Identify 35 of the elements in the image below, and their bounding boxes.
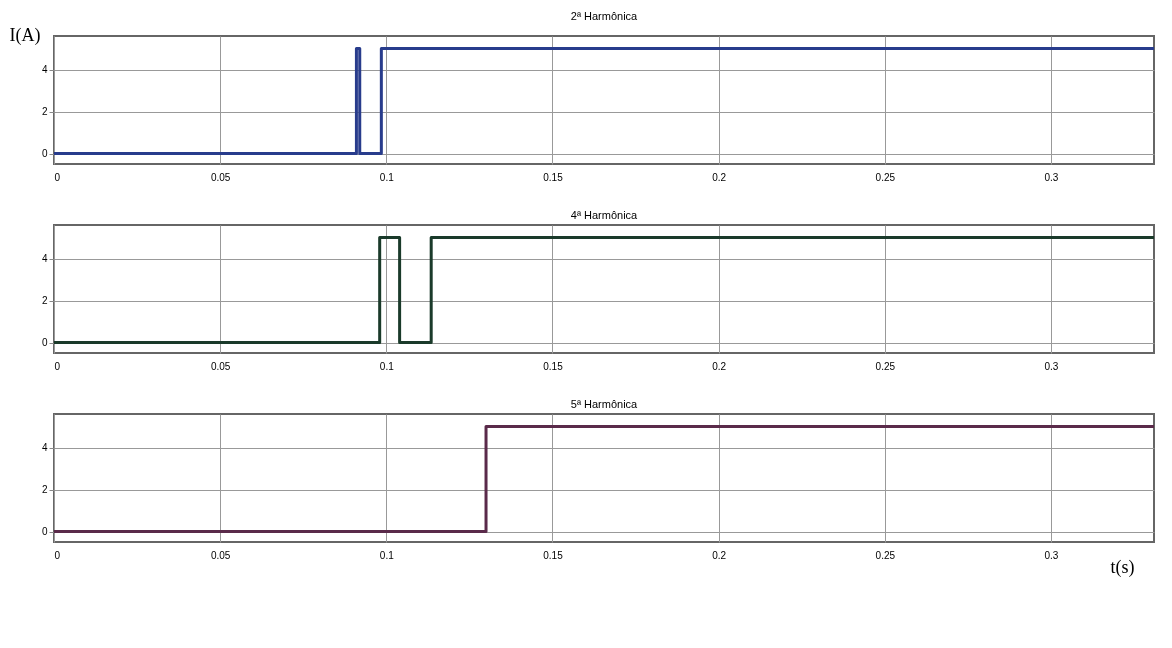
y-tick-label: 2 xyxy=(41,484,48,496)
chart-title: 2ª Harmônica xyxy=(570,10,639,22)
x-tick-label: 0.2 xyxy=(712,360,727,372)
x-tick-label: 0.3 xyxy=(1044,171,1059,183)
x-tick-label: 0.25 xyxy=(875,360,896,372)
x-tick-label: 0.1 xyxy=(379,549,395,561)
y-tick-label: 4 xyxy=(41,64,48,76)
x-tick-label: 0.05 xyxy=(210,171,231,183)
chart-title: 4ª Harmônica xyxy=(570,209,639,221)
y-tick-label: 2 xyxy=(41,295,48,307)
y-tick-label: 4 xyxy=(41,253,48,265)
x-tick-label: 0 xyxy=(54,171,61,183)
x-tick-label: 0.05 xyxy=(210,360,231,372)
x-tick-label: 0.3 xyxy=(1044,360,1059,372)
x-tick-label: 0 xyxy=(54,360,61,372)
x-tick-label: 0.15 xyxy=(543,171,564,183)
x-tick-label: 0.2 xyxy=(712,171,727,183)
x-tick-label: 0.05 xyxy=(210,549,231,561)
x-axis-title: t(s) xyxy=(1110,556,1135,578)
x-tick-label: 0.25 xyxy=(875,549,896,561)
x-tick-label: 0.3 xyxy=(1044,549,1059,561)
y-tick-label: 0 xyxy=(41,148,48,160)
x-tick-label: 0.15 xyxy=(543,360,564,372)
chart-title: 5ª Harmônica xyxy=(570,398,639,410)
y-tick-label: 2 xyxy=(41,106,48,118)
x-tick-label: 0.1 xyxy=(379,360,395,372)
x-tick-label: 0 xyxy=(54,549,61,561)
x-tick-label: 0.2 xyxy=(712,549,727,561)
x-tick-label: 0.15 xyxy=(543,549,564,561)
y-tick-label: 4 xyxy=(41,442,48,454)
x-tick-label: 0.25 xyxy=(875,171,896,183)
x-tick-label: 0.1 xyxy=(379,171,395,183)
y-tick-label: 0 xyxy=(41,526,48,538)
y-tick-label: 0 xyxy=(41,337,48,349)
y-axis-title: I(A) xyxy=(9,24,41,46)
